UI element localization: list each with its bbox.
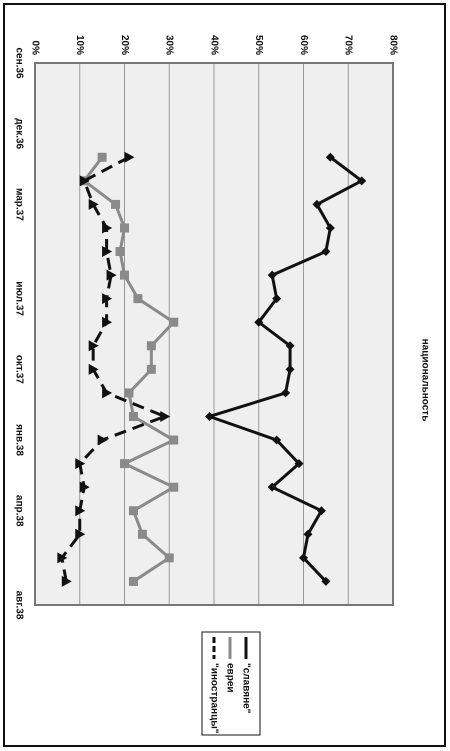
marker <box>169 435 179 445</box>
marker <box>115 247 125 257</box>
x-tick-label: янв.38 <box>13 424 24 456</box>
marker <box>321 576 331 586</box>
marker <box>124 388 134 398</box>
legend: "славяне" евреи "иностранцы" <box>201 631 261 736</box>
marker <box>316 506 326 516</box>
x-tick-label: сен.36 <box>13 47 24 79</box>
marker <box>97 434 108 446</box>
marker <box>133 294 143 304</box>
y-tick-label: 0% <box>29 41 40 56</box>
marker <box>146 364 156 374</box>
marker <box>321 247 331 257</box>
marker <box>120 223 129 233</box>
marker <box>88 363 99 375</box>
marker <box>111 199 121 209</box>
marker <box>97 152 107 162</box>
marker <box>205 411 215 421</box>
marker <box>79 481 90 493</box>
marker <box>75 505 86 517</box>
marker <box>137 529 147 539</box>
x-tick-label: окт.37 <box>13 355 24 384</box>
marker <box>299 553 308 563</box>
marker <box>102 246 113 258</box>
marker <box>102 222 113 234</box>
y-tick-label: 20% <box>119 35 130 55</box>
marker <box>102 293 113 305</box>
marker <box>75 528 86 540</box>
legend-label: "иностранцы" <box>208 663 219 734</box>
y-tick-label: 70% <box>343 35 354 55</box>
marker <box>272 435 282 445</box>
marker <box>102 316 113 328</box>
y-tick-label: 60% <box>298 35 309 55</box>
frame <box>3 3 446 747</box>
marker <box>281 388 291 398</box>
rotated-chart: национальность 0% 10% 20% 30% 40% 50% 60% 70% 80… <box>13 35 430 736</box>
marker <box>169 482 179 492</box>
marker <box>106 269 117 281</box>
marker <box>128 506 138 516</box>
marker <box>124 151 135 163</box>
marker <box>120 270 129 280</box>
marker <box>164 553 174 563</box>
x-tick-label: июл.37 <box>13 281 24 316</box>
marker <box>79 175 90 187</box>
marker <box>128 411 138 421</box>
y-tick-label: 80% <box>387 35 398 55</box>
marker <box>303 529 313 539</box>
marker <box>272 294 282 304</box>
marker <box>128 576 138 586</box>
y-tick-label: 10% <box>74 35 85 55</box>
marker <box>120 459 129 469</box>
marker <box>160 410 171 422</box>
marker <box>102 387 113 399</box>
chart-title: национальность <box>419 339 430 422</box>
marker <box>57 552 68 564</box>
x-tick-label: мар.37 <box>13 188 24 221</box>
legend-label: евреи <box>224 663 235 693</box>
marker <box>61 575 72 587</box>
marker <box>88 340 99 352</box>
y-tick-label: 30% <box>164 35 175 55</box>
marker <box>169 317 179 327</box>
x-tick-label: апр.38 <box>13 495 24 527</box>
marker <box>146 341 156 351</box>
marker <box>75 458 86 470</box>
marker <box>254 317 264 327</box>
marker <box>294 459 304 469</box>
y-tick-label: 50% <box>253 35 264 55</box>
marker <box>88 198 99 210</box>
y-tick-label: 40% <box>208 35 219 55</box>
x-tick-label: дек.36 <box>13 118 24 149</box>
plot-border <box>34 62 394 606</box>
legend-label: "славяне" <box>240 663 251 714</box>
x-tick-label: авг.38 <box>13 591 24 620</box>
